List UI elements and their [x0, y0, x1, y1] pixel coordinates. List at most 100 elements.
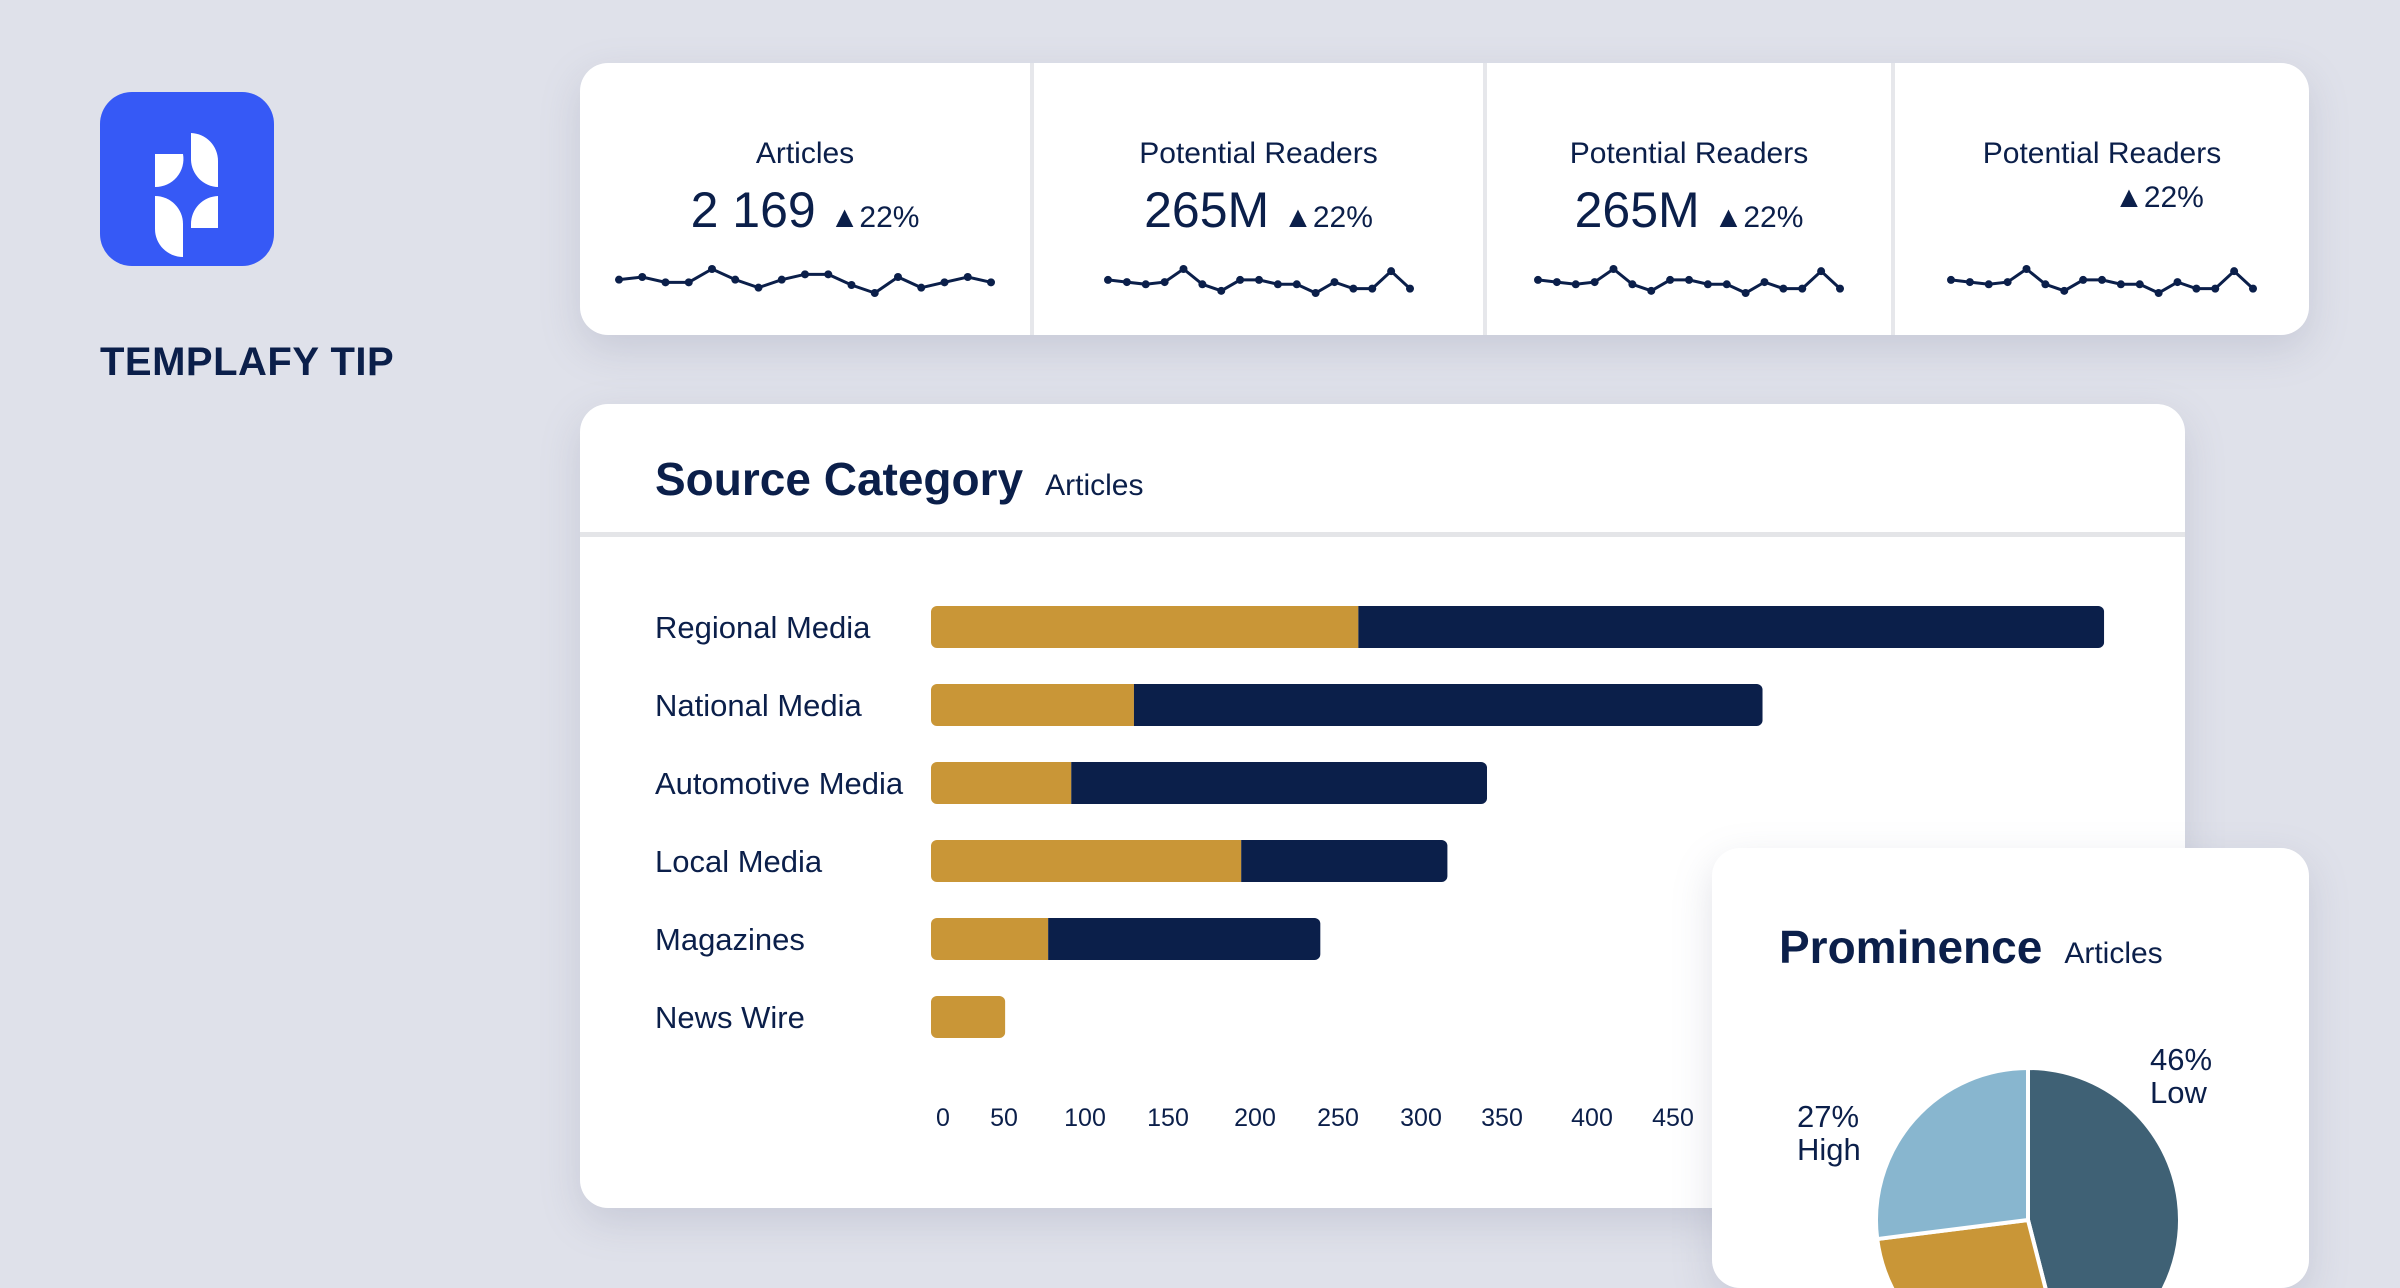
- category-label: National Media: [655, 688, 862, 723]
- bar-segment-gold[interactable]: [931, 606, 1359, 648]
- bar-segment-gold[interactable]: [931, 840, 1242, 882]
- sparkline-point: [1534, 275, 1542, 284]
- bar-row: [931, 918, 1321, 960]
- sparkline-point: [1160, 278, 1169, 287]
- sparkline-point: [1273, 280, 1282, 289]
- bar-segment-gold[interactable]: [931, 762, 1072, 804]
- sparkline-point: [1590, 278, 1599, 287]
- sparkline-point: [1779, 284, 1788, 293]
- logo-glyph: [155, 133, 218, 257]
- stat-delta: ▲22%: [1713, 201, 1804, 234]
- sparkline-point: [894, 273, 902, 281]
- pie-slice-low[interactable]: [2026, 1065, 2182, 1288]
- bar-row: [931, 606, 2105, 648]
- sparkline-point: [2116, 280, 2125, 289]
- sparkline-point: [1367, 284, 1376, 293]
- templafy-logo-icon: [100, 92, 274, 266]
- category-label: Local Media: [655, 844, 823, 879]
- bar-segment-navy[interactable]: [1048, 918, 1321, 960]
- stat-value: 265M: [1574, 182, 1700, 238]
- sparkline-point: [1647, 286, 1656, 295]
- sparkline-point: [1292, 280, 1301, 289]
- stat-articles[interactable]: Articles 2 169 ▲22%: [580, 63, 1030, 335]
- card-header: Source Category Articles: [580, 404, 2185, 537]
- sparkline-point: [777, 275, 786, 284]
- sparkline-point: [1216, 286, 1225, 295]
- bar-segment-navy[interactable]: [1358, 606, 2105, 648]
- sparkline-point: [1666, 275, 1675, 284]
- prominence-card: Prominence Articles 46% Low 27% High: [1712, 848, 2309, 1288]
- bar-segment-navy[interactable]: [1241, 840, 1448, 882]
- stat-value: 2 169: [690, 182, 816, 238]
- sparkline-point: [1103, 275, 1112, 284]
- sparkline-point: [1141, 280, 1150, 289]
- source-category-card: Source Category Articles Regional Media Na…: [580, 404, 2185, 1208]
- chart-title: Source Category: [655, 453, 1024, 505]
- sparkline-point: [731, 275, 740, 284]
- x-tick-label: 150: [1147, 1104, 1189, 1132]
- sparkline-point: [2230, 267, 2239, 276]
- sparkline-point: [1386, 267, 1395, 276]
- bar-segment-gold[interactable]: [931, 918, 1049, 960]
- stat-label: Articles: [755, 137, 855, 170]
- category-label: Magazines: [655, 922, 805, 957]
- sparkline-point: [1348, 284, 1357, 293]
- stat-potential-readers-2[interactable]: Potential Readers 265M ▲22%: [1483, 63, 1891, 335]
- sparkline-point: [1552, 278, 1561, 287]
- sparkline-point: [940, 278, 949, 287]
- bar-segment-gold[interactable]: [931, 684, 1134, 726]
- pie-slice-high[interactable]: [1874, 1065, 2030, 1242]
- sparkline-point: [801, 270, 809, 279]
- x-tick-label: 400: [1571, 1104, 1613, 1132]
- sparkline-point: [1405, 284, 1414, 293]
- sparkline-point: [638, 273, 647, 281]
- sparkline-point: [1703, 280, 1712, 289]
- category-label: News Wire: [655, 1000, 805, 1035]
- stat-delta: ▲22%: [2114, 181, 2204, 214]
- bar-segment-gold[interactable]: [931, 996, 1006, 1038]
- sparkline-point: [1179, 265, 1187, 273]
- sparkline-point: [1798, 284, 1807, 293]
- sparkline: [1534, 265, 1844, 297]
- brand-tagline: TEMPLAFY TIP: [100, 340, 395, 384]
- sparkline: [1947, 265, 2257, 297]
- sparkline-point: [1947, 275, 1955, 284]
- sparkline: [1103, 265, 1414, 297]
- stat-label: Potential Readers: [1982, 137, 2222, 170]
- stat-value: 265M: [1144, 182, 1270, 238]
- bar-row: [931, 996, 1006, 1038]
- sparkline-point: [870, 289, 879, 297]
- x-tick-label: 0: [936, 1104, 950, 1132]
- sparkline-point: [2192, 284, 2201, 293]
- pie-label-high: 27% High: [1797, 1099, 1861, 1167]
- sparkline-point: [1817, 267, 1826, 276]
- x-tick-label: 300: [1400, 1104, 1442, 1132]
- stat-delta: ▲22%: [1283, 201, 1373, 234]
- sparkline-point: [917, 283, 926, 292]
- sparkline-point: [824, 270, 833, 279]
- sparkline-point: [2098, 275, 2106, 284]
- sparkline-point: [684, 278, 693, 287]
- bar-segment-navy[interactable]: [1133, 684, 1763, 726]
- sparkline-point: [963, 273, 972, 281]
- sparkline-point: [1254, 275, 1263, 284]
- sparkline-point: [1836, 284, 1844, 293]
- bar-segment-navy[interactable]: [1071, 762, 1488, 804]
- sparkline-point: [708, 265, 716, 273]
- sparkline-point: [1197, 280, 1206, 289]
- stat-potential-readers-3[interactable]: Potential Readers ▲22%: [1891, 63, 2309, 335]
- sparkline-point: [661, 278, 670, 287]
- stats-card: Articles 2 169 ▲22% Potential Readers 265…: [580, 63, 2309, 335]
- sparkline-point: [1741, 289, 1750, 297]
- stat-label: Potential Readers: [1569, 137, 1809, 170]
- stat-potential-readers-1[interactable]: Potential Readers 265M ▲22%: [1030, 63, 1483, 335]
- x-tick-label: 200: [1234, 1104, 1276, 1132]
- x-tick-label: 450: [1652, 1104, 1694, 1132]
- category-label: Regional Media: [655, 610, 871, 645]
- sparkline-point: [1760, 278, 1769, 287]
- sparkline-point: [1311, 289, 1320, 297]
- chart-subtitle: Articles: [2064, 937, 2163, 970]
- bar-row: [931, 840, 1448, 882]
- stat-label: Potential Readers: [1139, 137, 1378, 170]
- bar-row: [931, 684, 1763, 726]
